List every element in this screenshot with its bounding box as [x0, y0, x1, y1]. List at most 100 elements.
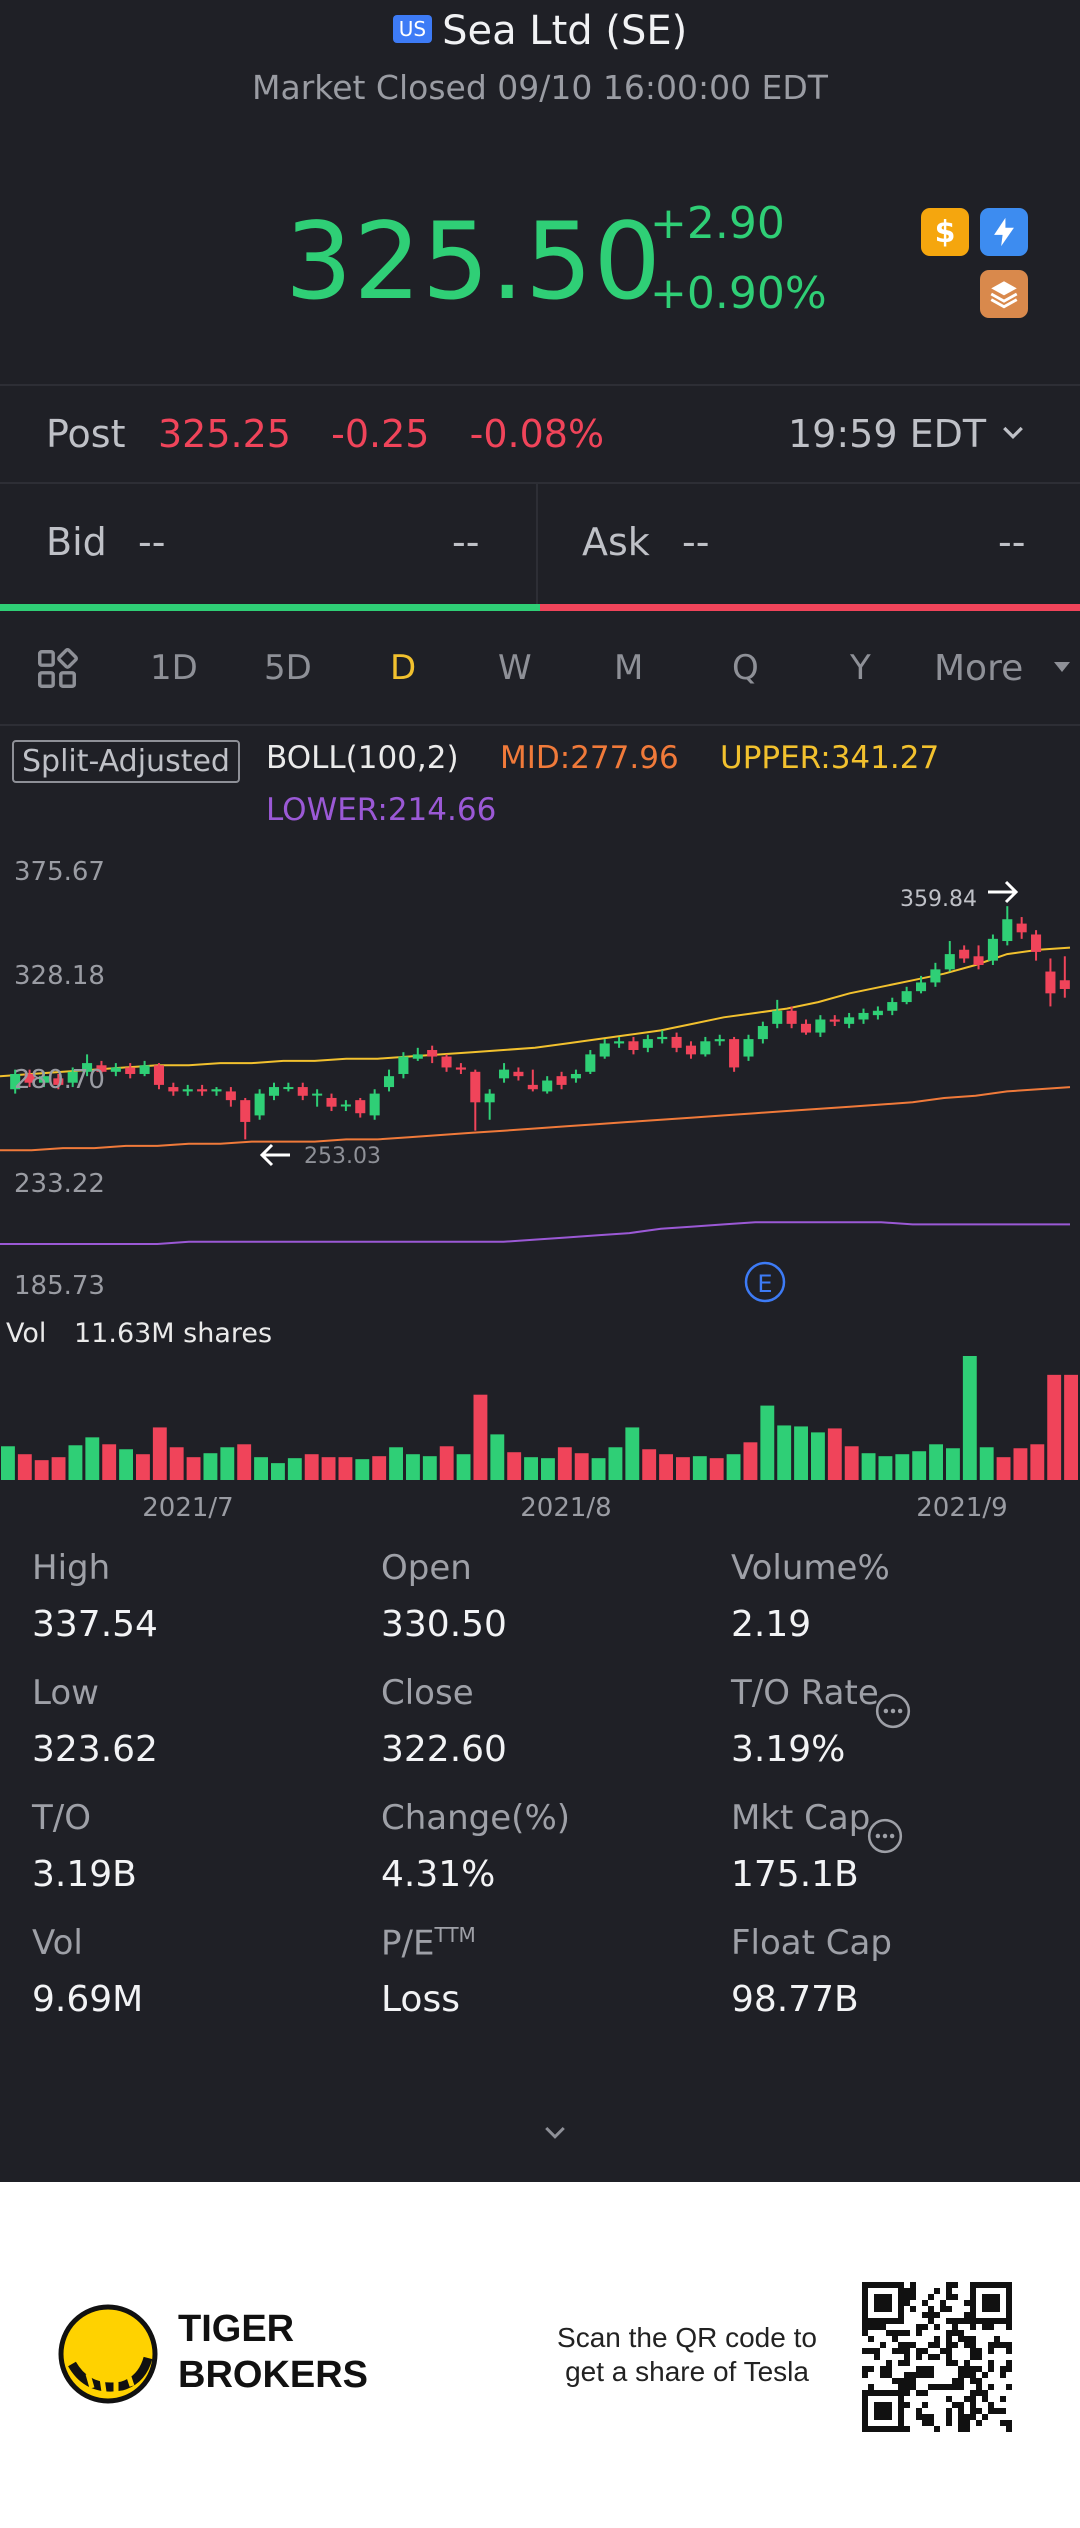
qr-module: [952, 2342, 958, 2348]
candle-body: [614, 1041, 625, 1044]
lightning-icon[interactable]: [980, 208, 1028, 256]
tab-w[interactable]: W: [498, 648, 532, 688]
qr-module: [880, 2318, 886, 2324]
qr-module: [928, 2306, 934, 2312]
tab-more[interactable]: More: [934, 648, 1024, 689]
tab-d[interactable]: D: [390, 648, 417, 688]
qr-module: [862, 2402, 868, 2408]
tab-q[interactable]: Q: [732, 648, 759, 688]
qr-module: [922, 2402, 928, 2408]
volume-bar: [625, 1427, 640, 1480]
qr-module: [898, 2414, 904, 2420]
tab-m[interactable]: M: [614, 648, 644, 688]
tab-y[interactable]: Y: [850, 648, 871, 688]
qr-module: [898, 2384, 904, 2390]
caret-down-icon[interactable]: [1052, 658, 1072, 680]
qr-module: [898, 2348, 904, 2354]
qr-module: [898, 2318, 904, 2324]
stat-label: T/O Rate: [731, 1673, 879, 1713]
post-market-price: 325.25: [158, 412, 291, 456]
qr-module: [922, 2348, 928, 2354]
qr-module: [898, 2342, 904, 2348]
candle-body: [901, 991, 912, 1003]
qr-module: [880, 2426, 886, 2432]
qr-module: [898, 2390, 904, 2396]
qr-module: [940, 2300, 946, 2306]
grid-layout-icon[interactable]: [34, 646, 80, 696]
qr-module: [922, 2372, 928, 2378]
y-tick-label: 233.22: [14, 1169, 105, 1199]
candle-body: [844, 1017, 855, 1024]
qr-module: [982, 2396, 988, 2402]
qr-module: [886, 2282, 892, 2288]
candle-body: [139, 1065, 150, 1074]
stat-label-text: Volume%: [731, 1548, 890, 1588]
stat-label-text: T/O: [32, 1798, 91, 1838]
qr-module: [868, 2426, 874, 2432]
candle-body: [829, 1019, 840, 1022]
qr-module: [934, 2426, 940, 2432]
chevron-down-icon[interactable]: [996, 418, 1030, 452]
post-market-change-pct: -0.08%: [469, 412, 605, 456]
qr-module: [976, 2354, 982, 2360]
qr-module: [964, 2360, 970, 2366]
qr-module: [904, 2342, 910, 2348]
qr-module: [904, 2354, 910, 2360]
qr-module: [862, 2312, 868, 2318]
qr-module: [952, 2324, 958, 2330]
qr-module: [874, 2426, 880, 2432]
volume-bar: [743, 1442, 758, 1480]
tab-5d[interactable]: 5D: [264, 648, 312, 688]
volume-bar: [524, 1457, 538, 1480]
qr-module: [886, 2414, 892, 2420]
candle-body: [930, 969, 941, 983]
qr-module: [910, 2384, 916, 2390]
candle-body: [872, 1010, 883, 1016]
candle-body: [599, 1043, 610, 1057]
qr-module: [958, 2426, 964, 2432]
qr-module: [868, 2348, 874, 2354]
candle-body: [82, 1063, 93, 1072]
candle-body: [110, 1067, 121, 1072]
qr-module: [1000, 2420, 1006, 2426]
tab-1d[interactable]: 1D: [150, 648, 198, 688]
cta-line1: Scan the QR code to: [557, 2322, 817, 2353]
divider: [0, 482, 1080, 484]
qr-module: [910, 2288, 916, 2294]
info-icon[interactable]: [866, 1817, 904, 1859]
earnings-marker[interactable]: [744, 1261, 786, 1303]
market-badge: US: [392, 15, 433, 43]
qr-module: [934, 2324, 940, 2330]
volume-bar: [422, 1456, 437, 1480]
stat-label-text: Change(%): [381, 1798, 571, 1838]
volume-bar: [709, 1458, 724, 1480]
dollar-icon[interactable]: $: [921, 208, 969, 256]
bid-ratio-bar: [0, 604, 540, 611]
qr-module: [916, 2366, 922, 2372]
layers-icon[interactable]: [980, 270, 1028, 318]
qr-module: [898, 2408, 904, 2414]
qr-module: [994, 2318, 1000, 2324]
volume-bar: [321, 1457, 336, 1480]
candle-body: [24, 1073, 35, 1083]
split-adjusted-toggle[interactable]: Split-Adjusted: [12, 740, 240, 783]
brand-name-line1: TIGER: [178, 2308, 295, 2350]
post-market-values: 325.25 -0.25 -0.08%: [158, 412, 604, 456]
qr-module: [1006, 2360, 1012, 2366]
info-icon[interactable]: [874, 1692, 912, 1734]
qr-module: [970, 2354, 976, 2360]
qr-module: [916, 2354, 922, 2360]
qr-module: [1000, 2282, 1006, 2288]
qr-module: [970, 2282, 976, 2288]
brand-name-line2: BROKERS: [178, 2354, 369, 2396]
qr-module: [1000, 2408, 1006, 2414]
expand-chevron-icon[interactable]: [536, 2118, 574, 2152]
candle-body: [585, 1054, 596, 1072]
qr-module: [898, 2378, 904, 2384]
post-market-change: -0.25: [331, 412, 430, 456]
indicator-name[interactable]: BOLL(100,2): [266, 740, 459, 776]
qr-module: [946, 2360, 952, 2366]
candlestick-chart[interactable]: 375.67 328.18 280.70 233.22 185.73 359.8…: [0, 840, 1080, 1520]
qr-module: [958, 2420, 964, 2426]
qr-module: [964, 2300, 970, 2306]
